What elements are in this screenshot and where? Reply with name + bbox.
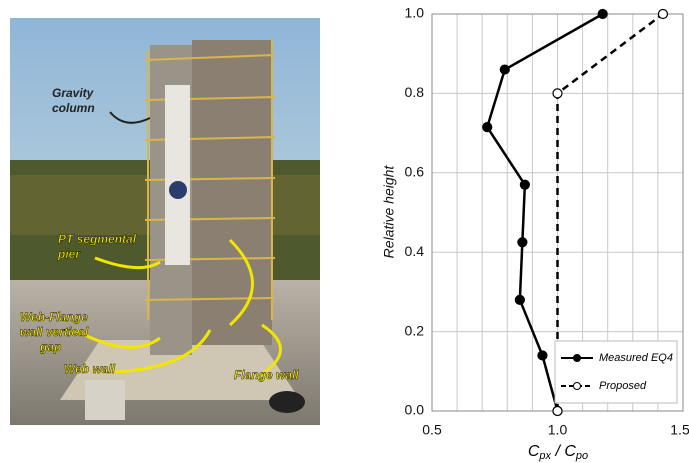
photo-label: pier	[57, 247, 81, 261]
photo-label: column	[52, 101, 95, 115]
photo-label: Web wall	[64, 362, 116, 376]
legend-label: Measured EQ4	[599, 352, 673, 364]
y-tick-label: 0.4	[405, 243, 425, 259]
x-axis-label: Cpx / Cpo	[528, 443, 588, 462]
legend-marker	[573, 354, 581, 362]
y-tick-label: 0.6	[405, 164, 425, 180]
photo-label: Gravity	[52, 86, 95, 100]
y-axis-label: Relative height	[381, 165, 397, 259]
legend-box	[554, 340, 678, 404]
x-tick-label: 0.5	[422, 422, 442, 438]
data-point	[517, 237, 528, 248]
chart: Relative height Cpx / Cpo 0.0 0.2 0.4 0.6 0.…	[381, 5, 689, 462]
data-point	[519, 179, 530, 190]
photo-label: Web-Flange	[20, 310, 88, 324]
data-point	[552, 405, 563, 417]
legend-label: Proposed	[599, 380, 647, 392]
data-point	[657, 8, 669, 20]
legend-marker	[573, 382, 581, 390]
x-label-part: / C	[551, 443, 576, 460]
x-label-sub: po	[575, 450, 588, 462]
data-point	[537, 350, 548, 361]
x-label-part: C	[528, 443, 540, 460]
data-point	[597, 8, 608, 20]
data-point	[482, 122, 493, 133]
data-point	[499, 64, 510, 75]
photo-label: Flange wall	[234, 368, 299, 382]
data-point	[552, 88, 563, 99]
x-tick-label: 1.0	[548, 422, 568, 438]
x-tick-label: 1.5	[670, 422, 689, 438]
y-tick-label: 0.8	[405, 84, 425, 100]
data-point	[514, 294, 525, 305]
photo-label: wall vertical	[20, 325, 89, 339]
y-tick-label: 0.0	[405, 402, 425, 418]
y-tick-label: 0.2	[405, 322, 425, 338]
series-line	[485, 12, 604, 412]
photo-label: PT segmental	[58, 232, 137, 246]
x-label-sub: px	[538, 450, 551, 462]
y-tick-label: 1.0	[405, 5, 425, 21]
photo-label: gap	[39, 340, 61, 354]
